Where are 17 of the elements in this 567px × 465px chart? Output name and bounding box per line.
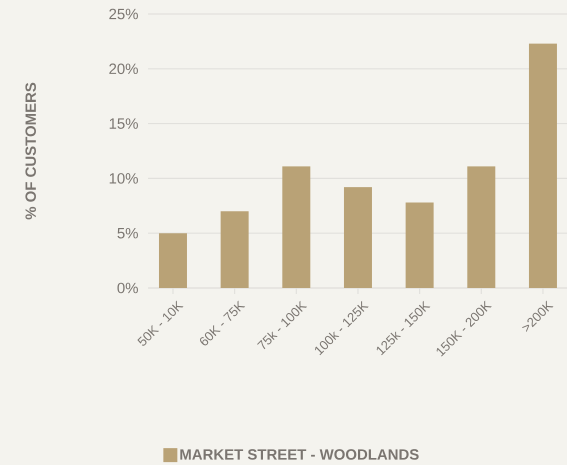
y-tick-label: 15% bbox=[110, 118, 138, 129]
bar bbox=[528, 44, 557, 288]
y-tick-label: 20% bbox=[109, 63, 138, 74]
y-axis-title: % OF CUSTOMERS bbox=[25, 82, 36, 220]
y-tick-label: 0% bbox=[117, 282, 138, 294]
bar bbox=[344, 187, 372, 288]
bar bbox=[220, 211, 249, 288]
x-tick-label: 50K - 10K bbox=[137, 300, 184, 346]
bar bbox=[406, 202, 434, 288]
y-tick-label: 10% bbox=[110, 173, 138, 184]
bar bbox=[282, 166, 310, 288]
x-tick-label: 60K - 75K bbox=[200, 300, 246, 346]
legend-label: MARKET STREET - WOODLANDS bbox=[180, 449, 419, 460]
y-tick-label: 25% bbox=[109, 8, 138, 20]
bar bbox=[467, 166, 496, 288]
y-tick-label: 5% bbox=[117, 228, 138, 238]
bar bbox=[158, 233, 187, 288]
